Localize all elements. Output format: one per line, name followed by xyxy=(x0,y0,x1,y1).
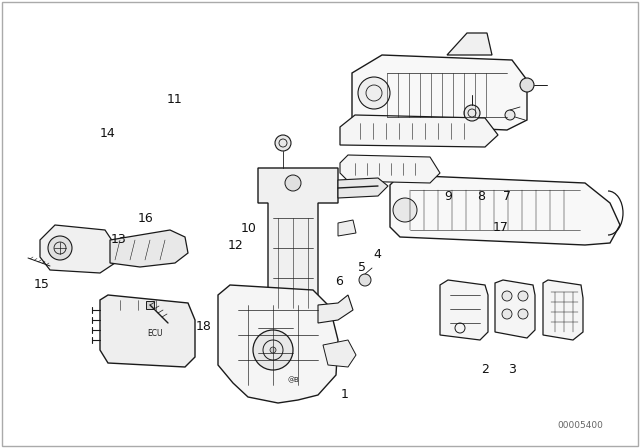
Polygon shape xyxy=(100,295,195,367)
Circle shape xyxy=(285,310,301,326)
Text: 13: 13 xyxy=(111,233,126,246)
Circle shape xyxy=(464,105,480,121)
Text: 8: 8 xyxy=(477,190,485,203)
Polygon shape xyxy=(495,280,535,338)
Circle shape xyxy=(502,291,512,301)
Circle shape xyxy=(358,77,390,109)
Text: 5: 5 xyxy=(358,261,365,275)
Polygon shape xyxy=(447,33,492,55)
Text: 11: 11 xyxy=(166,93,182,106)
Polygon shape xyxy=(390,175,620,245)
Text: 4: 4 xyxy=(374,248,381,261)
Circle shape xyxy=(502,309,512,319)
Polygon shape xyxy=(323,340,356,367)
Text: 10: 10 xyxy=(241,222,256,235)
Polygon shape xyxy=(338,178,388,198)
Polygon shape xyxy=(340,155,440,183)
Text: 7: 7 xyxy=(503,190,511,203)
Polygon shape xyxy=(318,295,353,323)
Text: 6: 6 xyxy=(335,275,343,288)
Circle shape xyxy=(393,198,417,222)
Circle shape xyxy=(270,347,276,353)
Circle shape xyxy=(48,236,72,260)
Polygon shape xyxy=(110,230,188,267)
Text: 2: 2 xyxy=(481,363,489,376)
Text: 14: 14 xyxy=(100,127,115,140)
Polygon shape xyxy=(440,280,488,340)
Circle shape xyxy=(505,110,515,120)
Polygon shape xyxy=(248,300,303,393)
Polygon shape xyxy=(258,168,338,333)
Text: 3: 3 xyxy=(508,363,516,376)
Circle shape xyxy=(359,274,371,286)
Text: 1: 1 xyxy=(340,388,348,401)
Text: 9: 9 xyxy=(444,190,452,203)
Polygon shape xyxy=(340,115,498,147)
Text: 15: 15 xyxy=(34,278,49,291)
Circle shape xyxy=(518,309,528,319)
Circle shape xyxy=(285,175,301,191)
Polygon shape xyxy=(338,220,356,236)
Circle shape xyxy=(518,291,528,301)
Circle shape xyxy=(275,135,291,151)
Polygon shape xyxy=(40,225,115,273)
Text: 00005400: 00005400 xyxy=(557,421,603,430)
Text: 17: 17 xyxy=(493,221,508,234)
Circle shape xyxy=(520,78,534,92)
Polygon shape xyxy=(146,301,154,309)
Polygon shape xyxy=(218,285,338,403)
Circle shape xyxy=(253,330,293,370)
Polygon shape xyxy=(543,280,583,340)
Text: ECU: ECU xyxy=(147,328,163,337)
Text: 18: 18 xyxy=(196,319,211,333)
Text: 16: 16 xyxy=(138,212,154,225)
Polygon shape xyxy=(352,55,527,130)
Text: 12: 12 xyxy=(228,239,243,252)
Text: @B: @B xyxy=(287,377,299,383)
